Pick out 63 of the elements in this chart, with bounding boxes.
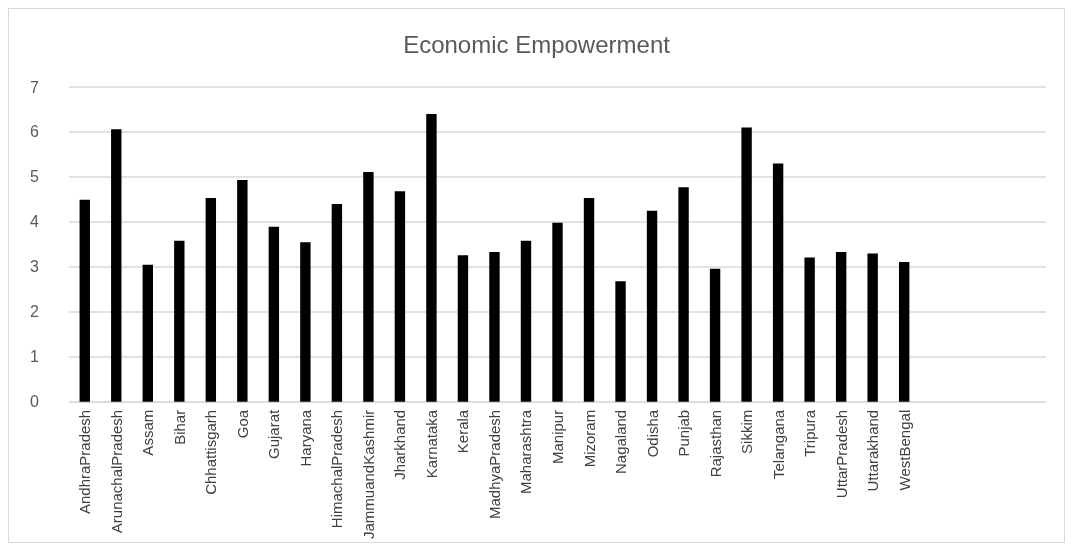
bar: [394, 191, 406, 402]
bar: [709, 268, 721, 402]
bar: [520, 240, 532, 402]
x-tick-label: Karnataka: [422, 409, 440, 479]
x-tick-label: MadhyaPradesh: [485, 409, 503, 520]
y-tick-label: 1: [30, 348, 40, 366]
bar: [457, 255, 469, 402]
x-tick-label: Maharashtra: [517, 409, 535, 494]
bar: [268, 226, 280, 402]
x-tick-label: WestBengal: [895, 409, 913, 491]
bar: [237, 180, 248, 402]
x-tick-label: Chhattisgarh: [202, 409, 220, 495]
x-tick-label: Gujarat: [265, 408, 283, 459]
bar: [615, 281, 626, 402]
bar: [426, 113, 437, 402]
x-tick-label: Punjab: [675, 409, 693, 457]
x-tick-label: Tripura: [801, 409, 819, 457]
y-tick-label: 2: [30, 303, 40, 321]
bar: [646, 210, 658, 402]
x-tick-label: UttarPradesh: [832, 409, 850, 499]
x-tick-label: Kerala: [454, 409, 472, 454]
x-tick-label: ArunachalPradesh: [107, 409, 125, 534]
bar: [142, 264, 153, 402]
bar: [741, 127, 752, 402]
bar: [867, 253, 878, 402]
x-tick-label: Haryana: [296, 409, 314, 467]
bar: [835, 252, 847, 402]
bar: [79, 199, 90, 402]
bar: [489, 252, 500, 402]
y-tick-label: 7: [30, 78, 40, 96]
x-tick-label: Goa: [233, 409, 251, 439]
x-tick-label: Nagaland: [612, 409, 630, 474]
x-tick-label: Bihar: [170, 409, 188, 445]
x-tick-label: Mizoram: [580, 409, 598, 468]
y-tick-label: 6: [30, 123, 40, 141]
x-tick-label: Manipur: [549, 409, 566, 464]
bar: [111, 129, 122, 402]
x-tick-label: JammuandKashmir: [359, 409, 377, 539]
y-tick-label: 0: [30, 393, 40, 411]
bar: [678, 187, 689, 402]
bar: [804, 257, 815, 402]
chart-title: Economic Empowerment: [403, 30, 671, 58]
x-tick-label: Sikkim: [738, 409, 756, 454]
x-tick-label: Jharkhand: [391, 409, 409, 480]
bar: [174, 240, 185, 402]
bar: [331, 203, 343, 402]
bar: [363, 171, 374, 402]
bar: [898, 261, 910, 402]
y-tick-label: 5: [30, 168, 40, 186]
bar: [772, 163, 784, 402]
bar: [300, 242, 311, 402]
x-tick-label: Telangana: [769, 409, 787, 480]
x-tick-label: HimachalPradesh: [328, 409, 346, 529]
x-tick-label: Odisha: [643, 409, 661, 458]
bar: [583, 198, 595, 402]
y-tick-label: 4: [30, 213, 40, 231]
x-tick-label: Rajasthan: [706, 409, 724, 478]
bar: [205, 198, 217, 402]
x-tick-label: Assam: [139, 409, 157, 456]
bar: [552, 222, 563, 402]
x-tick-label: AndhraPradesh: [76, 409, 94, 515]
x-tick-label: Uttarakhand: [864, 409, 882, 492]
y-tick-label: 3: [30, 258, 40, 276]
